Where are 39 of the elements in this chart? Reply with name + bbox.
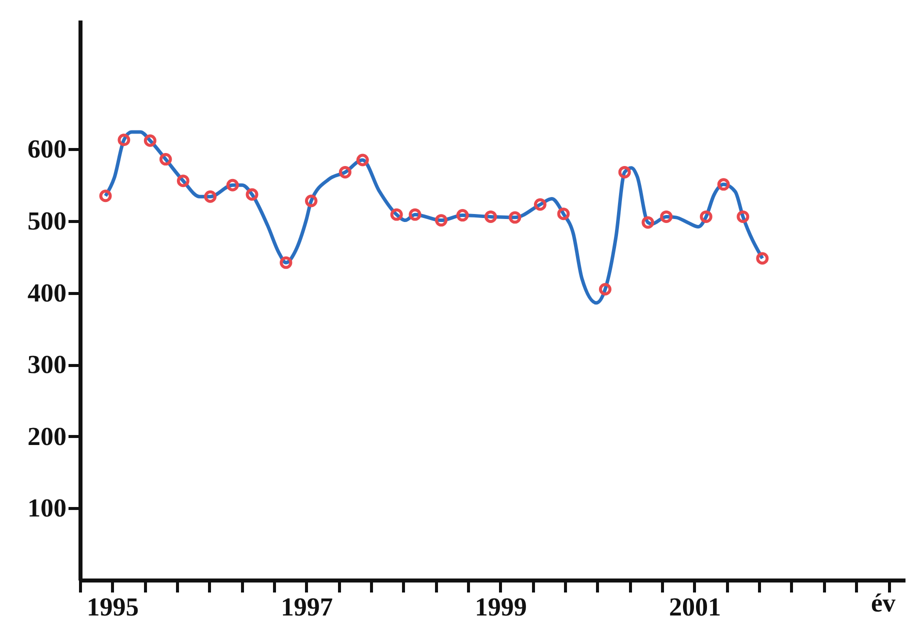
y-tick-label: 600 — [28, 134, 66, 164]
point — [642, 216, 654, 229]
point — [717, 178, 730, 191]
point — [390, 208, 403, 221]
point — [144, 134, 156, 147]
point — [338, 166, 352, 178]
point — [226, 178, 239, 192]
point — [756, 252, 769, 265]
y-tick-label: 300 — [28, 350, 66, 380]
x-axis-title: év — [870, 588, 896, 618]
point — [356, 154, 369, 166]
point — [434, 214, 448, 227]
point — [598, 282, 612, 296]
x-tick-label: 2001 — [668, 592, 721, 622]
y-tick-label: 400 — [28, 278, 66, 308]
y-tick-label: 200 — [28, 422, 66, 451]
point — [118, 134, 130, 146]
point — [176, 174, 190, 188]
point — [534, 198, 546, 211]
point — [484, 210, 497, 223]
point — [660, 210, 673, 223]
point — [159, 153, 172, 166]
x-tick-label: 1999 — [474, 592, 527, 622]
point — [557, 208, 570, 220]
point — [99, 190, 112, 202]
point — [700, 210, 712, 223]
x-tick-label: 1995 — [86, 592, 139, 622]
point — [304, 194, 318, 208]
point — [736, 210, 750, 223]
point — [618, 166, 631, 178]
point — [456, 209, 469, 222]
y-tick-label: 500 — [28, 206, 66, 236]
point — [508, 211, 522, 224]
point — [408, 208, 422, 221]
x-tick-label: 1997 — [280, 592, 333, 622]
point — [246, 188, 258, 201]
y-tick-label: 100 — [28, 494, 66, 523]
point — [280, 256, 292, 269]
point — [204, 190, 217, 203]
